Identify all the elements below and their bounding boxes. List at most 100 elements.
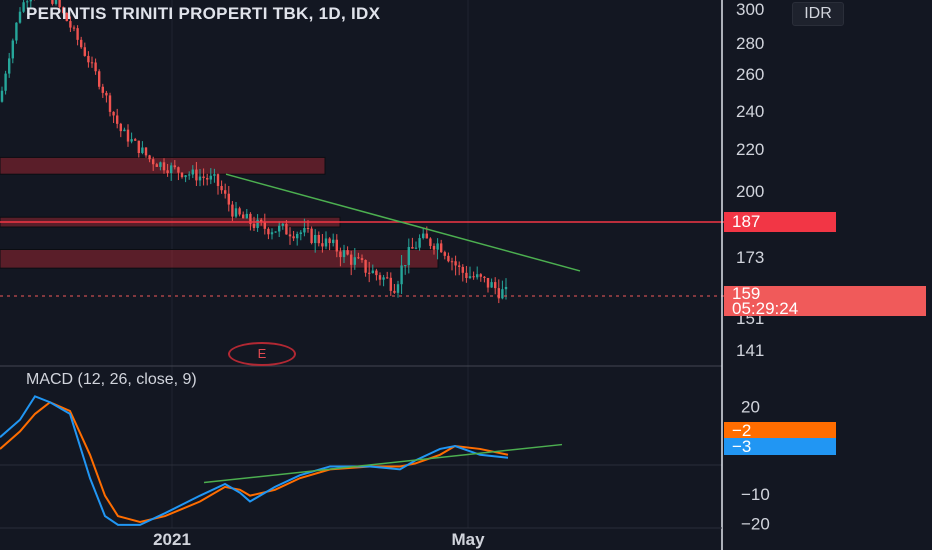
chart-title: PERINTIS TRINITI PROPERTI TBK, 1D, IDX	[26, 4, 381, 23]
candle-body	[112, 111, 115, 116]
candle-body	[339, 251, 342, 258]
candle-body	[180, 172, 184, 178]
candle-body	[206, 178, 209, 180]
price-tick-label: 260	[736, 65, 764, 84]
candle-body	[83, 47, 86, 56]
candle-body	[152, 159, 155, 165]
macd-tick-label: 20	[741, 398, 760, 417]
candle-body	[137, 140, 140, 154]
candle-body	[18, 11, 22, 23]
candle-body	[375, 270, 378, 276]
macd-tick-label: −20	[741, 514, 770, 533]
candle-body	[98, 71, 101, 87]
candle-body	[468, 276, 472, 278]
candle-body	[242, 214, 245, 219]
candle-body	[134, 139, 137, 141]
candle-body	[216, 174, 220, 186]
price-trendline[interactable]	[225, 173, 581, 272]
candle-body	[58, 0, 61, 8]
candle-body	[285, 223, 288, 235]
candle-body	[8, 58, 11, 74]
candle-body	[461, 266, 464, 273]
candle-body	[443, 252, 446, 256]
candle-body	[422, 233, 425, 239]
candle-body	[360, 258, 364, 260]
candle-body	[249, 213, 252, 224]
candle-body	[11, 40, 14, 59]
candle-body	[472, 276, 475, 278]
candle-body	[231, 204, 234, 217]
candle-body	[4, 73, 7, 91]
candle-body	[54, 0, 58, 4]
candle-body	[148, 155, 151, 160]
candle-body	[306, 228, 310, 230]
candle-body	[486, 277, 490, 288]
candle-body	[195, 169, 198, 181]
candle-body	[65, 12, 68, 22]
candle-body	[224, 190, 227, 194]
candle-body	[378, 275, 382, 280]
candle-body	[324, 238, 328, 247]
candle-body	[335, 239, 338, 252]
candle-body	[130, 139, 133, 142]
candle-body	[292, 236, 295, 239]
candle-body	[404, 265, 407, 267]
candle-body	[105, 92, 108, 96]
candle-body	[62, 7, 65, 13]
candle-body	[418, 238, 421, 248]
candle-body	[238, 208, 241, 215]
candle-body	[382, 277, 385, 280]
candle-body	[504, 286, 508, 290]
price-tick-label: 280	[736, 34, 764, 53]
candle-body	[173, 165, 176, 168]
macd-indicator-label[interactable]: MACD (12, 26, close, 9)	[26, 371, 197, 388]
candle-body	[0, 90, 4, 102]
candle-body	[245, 213, 248, 219]
candle-body	[314, 234, 317, 244]
currency-button[interactable]: IDR	[792, 2, 844, 26]
candle-body	[425, 233, 428, 239]
time-axis-ticks[interactable]: 2021 May	[153, 530, 485, 549]
last-price-value: 159	[732, 284, 761, 303]
candle-body	[234, 208, 238, 217]
bar-countdown: 05:29:24	[732, 299, 799, 318]
candle-body	[346, 250, 349, 255]
candle-body	[198, 176, 202, 181]
candle-body	[494, 282, 497, 289]
price-tick-label: 200	[736, 182, 764, 201]
candle-body	[296, 233, 299, 239]
candle-body	[411, 247, 414, 249]
price-tick-label: 240	[736, 102, 764, 121]
candle-body	[220, 185, 223, 191]
candle-body	[479, 274, 482, 277]
horizontal-line-price-tag: 187	[724, 212, 836, 232]
candle-body	[465, 272, 468, 278]
macd-signal-line	[0, 401, 509, 523]
candle-body	[396, 284, 400, 293]
candle-body	[166, 170, 169, 174]
candle-body	[94, 62, 97, 72]
candle-body	[436, 243, 439, 250]
candle-body	[353, 257, 356, 265]
candle-body	[72, 27, 76, 29]
candle-body	[76, 28, 79, 40]
macd-axis-ticks[interactable]: 2010−10−20	[741, 398, 770, 534]
candle-body	[281, 223, 284, 226]
candle-body	[101, 86, 104, 93]
candle-body	[270, 232, 274, 235]
candle-body	[119, 123, 122, 132]
candle-body	[407, 247, 410, 266]
signal-value-tag: −2	[724, 422, 836, 439]
candle-body	[414, 247, 418, 249]
earnings-marker[interactable]: E	[228, 342, 296, 366]
candle-body	[108, 95, 112, 112]
candle-body	[497, 288, 500, 299]
candle-body	[332, 239, 335, 244]
macd-line	[0, 395, 509, 526]
macd-trendline[interactable]	[203, 443, 563, 484]
candle-body	[483, 276, 486, 278]
candle-body	[393, 290, 396, 293]
candle-body	[144, 147, 148, 156]
candle-body	[303, 228, 306, 233]
